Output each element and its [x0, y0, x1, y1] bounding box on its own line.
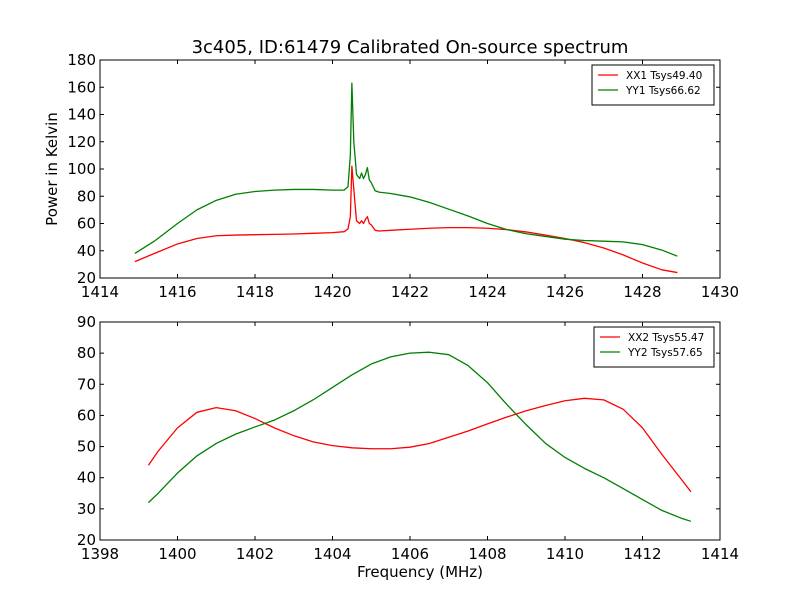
series-line-2	[134, 82, 678, 257]
y-tick-label: 140	[67, 106, 96, 124]
x-axis-label: Frequency (MHz)	[357, 563, 483, 581]
y-tick-label: 80	[77, 344, 96, 362]
series-line-1	[147, 397, 692, 493]
x-tick-label: 1418	[236, 283, 274, 301]
y-tick-label: 40	[77, 469, 96, 487]
y-tick-label: 20	[77, 269, 96, 287]
panels: 1414 1416 1418 1420 1422 1424 1426 1428 1430 20 40…	[43, 51, 739, 581]
legend-label-1: XX1 Tsys49.40	[626, 70, 702, 82]
x-tick-label: 1398	[81, 545, 119, 563]
x-tick-label: 1412	[623, 545, 661, 563]
x-tick-label: 1406	[391, 545, 429, 563]
x-tick-label: 1410	[546, 545, 584, 563]
x-tick-label: 1428	[623, 283, 661, 301]
series-group	[134, 82, 678, 274]
panel-1: 1414 1416 1418 1420 1422 1424 1426 1428 1430 20 40…	[43, 51, 739, 301]
y-tick-label: 50	[77, 438, 96, 456]
legend: XX2 Tsys55.47 YY2 Tsys57.65	[593, 326, 715, 368]
x-tick-label: 1414	[81, 283, 119, 301]
y-tick-label: 20	[77, 531, 96, 549]
x-tick-label: 1430	[701, 283, 739, 301]
y-tick-label: 120	[67, 133, 96, 151]
x-tick-label: 1402	[236, 545, 274, 563]
x-tick-label: 1426	[546, 283, 584, 301]
y-tick-label: 90	[77, 313, 96, 331]
y-tick-label: 70	[77, 375, 96, 393]
legend-label-2: YY2 Tsys57.65	[627, 347, 703, 359]
y-tick-label: 30	[77, 500, 96, 518]
panel-2: 1398 1400 1402 1404 1406 1408 1410 1412 1414 20 30…	[77, 313, 739, 581]
series-line-1	[134, 165, 678, 274]
y-tick-label: 60	[77, 406, 96, 424]
x-tick-label: 1422	[391, 283, 429, 301]
y-tick-label: 160	[67, 78, 96, 96]
y-tick-label: 180	[67, 51, 96, 69]
series-group	[147, 351, 692, 522]
y-tick-label: 80	[77, 187, 96, 205]
x-tick-label: 1416	[158, 283, 196, 301]
y-tick-label: 60	[77, 215, 96, 233]
x-tick-label: 1404	[313, 545, 351, 563]
legend-box	[593, 326, 715, 368]
y-tick-label: 100	[67, 160, 96, 178]
y-tick-label: 40	[77, 242, 96, 260]
x-tick-label: 1420	[313, 283, 351, 301]
legend: XX1 Tsys49.40 YY1 Tsys66.62	[591, 64, 715, 106]
x-tick-label: 1408	[468, 545, 506, 563]
x-tick-label: 1400	[158, 545, 196, 563]
legend-label-2: YY1 Tsys66.62	[625, 85, 701, 97]
x-tick-label: 1414	[701, 545, 739, 563]
legend-label-1: XX2 Tsys55.47	[628, 332, 704, 344]
series-line-2	[147, 351, 692, 522]
y-axis-label: Power in Kelvin	[43, 112, 61, 226]
chart-title: 3c405, ID:61479 Calibrated On-source spe…	[192, 37, 629, 58]
x-tick-label: 1424	[468, 283, 506, 301]
legend-box	[591, 64, 715, 106]
